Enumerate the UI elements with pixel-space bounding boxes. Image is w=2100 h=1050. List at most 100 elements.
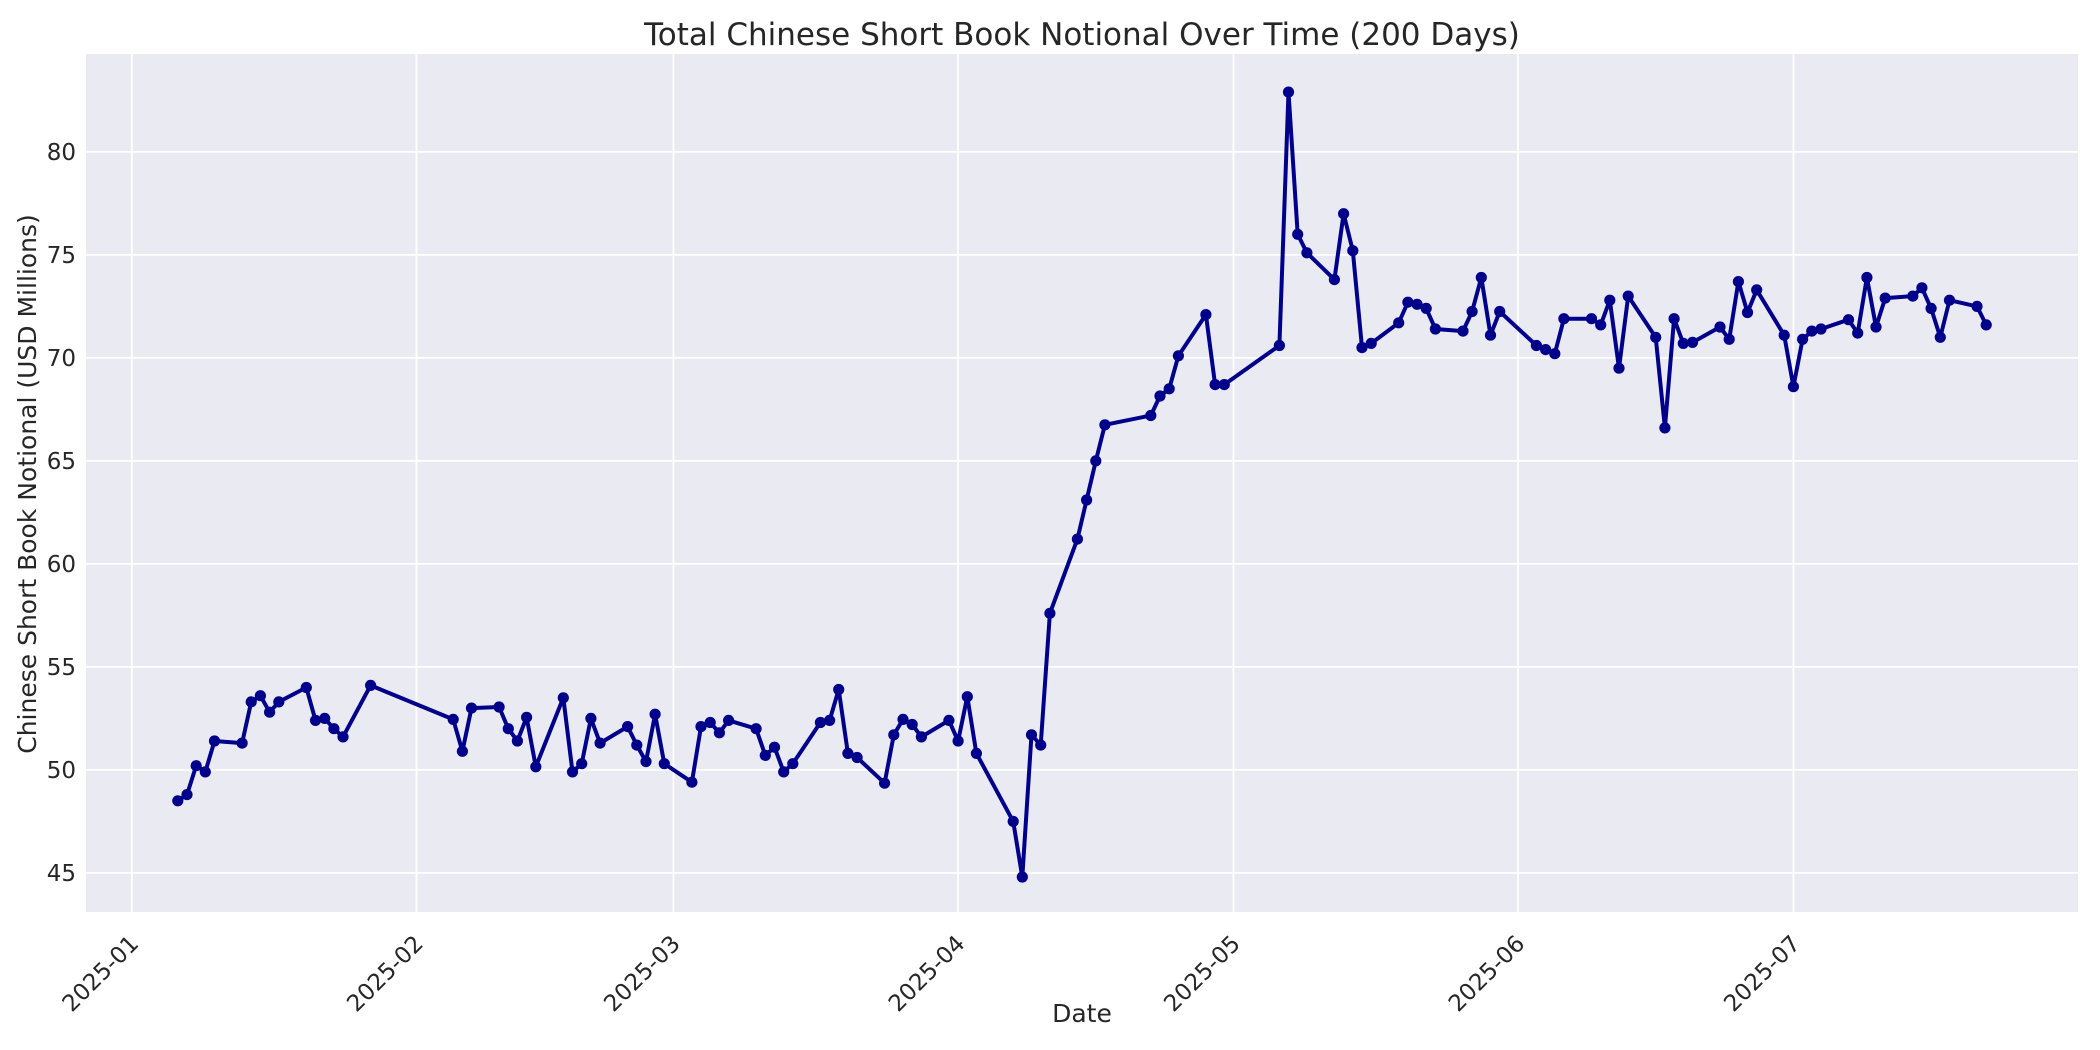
x-axis-tick-labels: 2025-01 2025-02 2025-03 2025-04 2025-05 2025-… [58, 931, 1806, 1017]
x-tick-label: 2025-02 [342, 931, 428, 1017]
data-point-marker [199, 766, 211, 778]
data-point-marker [1035, 739, 1047, 751]
data-point-marker [1356, 342, 1368, 354]
y-axis-tick-labels: 45 50 55 60 65 70 75 80 [47, 140, 76, 887]
data-point-marker [328, 723, 340, 735]
data-point-marker [511, 735, 523, 747]
x-tick-label: 2025-05 [1159, 931, 1245, 1017]
data-point-marker [1943, 294, 1956, 306]
data-point-marker [585, 712, 597, 725]
data-point-marker [1595, 319, 1607, 331]
data-point-marker [1852, 327, 1864, 339]
data-point-marker [1540, 344, 1552, 356]
data-point-marker [1301, 247, 1313, 259]
y-tick-label: 60 [47, 552, 76, 578]
chart-title: Total Chinese Short Book Notional Over T… [643, 17, 1520, 53]
data-point-marker [970, 747, 983, 760]
data-point-marker [704, 716, 716, 729]
data-point-marker [1659, 422, 1671, 434]
data-point-marker [1494, 305, 1506, 318]
data-point-marker [778, 766, 790, 778]
data-point-marker [1925, 302, 1937, 314]
data-point-marker [1604, 294, 1616, 306]
data-point-marker [337, 731, 349, 743]
data-point-marker [631, 739, 643, 751]
data-point-marker [1622, 290, 1634, 302]
gridlines [86, 54, 2078, 912]
data-point-marker [906, 718, 918, 731]
data-point-marker [208, 735, 221, 747]
data-point-marker [1081, 494, 1093, 506]
data-point-marker [1457, 325, 1469, 337]
data-point-marker [1585, 313, 1598, 325]
data-point-marker [1980, 319, 1992, 331]
data-point-marker [1172, 350, 1184, 362]
y-tick-label: 75 [47, 243, 76, 269]
data-point-marker [1879, 292, 1891, 304]
data-point-marker [649, 708, 661, 720]
data-point-marker [1071, 533, 1083, 545]
x-tick-label: 2025-04 [884, 931, 970, 1017]
plot-area [86, 54, 2078, 912]
data-point-marker [1723, 333, 1735, 345]
y-tick-label: 80 [47, 140, 76, 166]
data-point-marker [245, 696, 257, 708]
data-point-marker [566, 766, 579, 778]
data-point-marker [1778, 329, 1790, 341]
data-point-marker [1558, 313, 1570, 325]
data-point-marker [952, 735, 964, 747]
data-point-marker [1549, 348, 1561, 360]
y-axis-label: Chinese Short Book Notional (USD Million… [13, 214, 42, 754]
data-point-marker [622, 721, 634, 733]
data-point-marker [759, 749, 771, 762]
data-point-marker [1530, 339, 1542, 352]
data-point-marker [879, 777, 891, 789]
data-point-marker [1613, 362, 1625, 374]
data-point-marker [1273, 339, 1285, 352]
y-tick-label: 65 [47, 449, 76, 475]
data-point-marker [530, 761, 542, 773]
data-point-marker [300, 681, 312, 694]
x-tick-label: 2025-03 [599, 931, 685, 1017]
data-point-marker [658, 758, 670, 770]
data-point-marker [943, 714, 955, 727]
data-point-marker [1806, 325, 1818, 337]
data-point-marker [1420, 302, 1432, 314]
y-tick-label: 55 [47, 655, 76, 681]
x-tick-label: 2025-01 [58, 931, 144, 1017]
data-point-marker [1650, 331, 1662, 343]
data-point-marker [447, 713, 459, 726]
data-point-marker [1741, 306, 1754, 319]
data-point-marker [1668, 313, 1680, 325]
data-point-marker [1016, 871, 1028, 883]
data-point-marker [1971, 300, 1983, 312]
data-point-marker [181, 789, 193, 801]
data-point-marker [1797, 333, 1809, 345]
data-point-marker [1907, 290, 1919, 302]
data-point-marker [842, 747, 854, 760]
data-point-marker [1677, 337, 1689, 349]
data-point-marker [1154, 390, 1166, 402]
data-point-marker [1328, 274, 1340, 286]
data-point-marker [236, 737, 248, 749]
data-point-marker [824, 714, 836, 727]
data-point-marker [1145, 409, 1157, 422]
data-point-marker [787, 758, 799, 770]
data-point-marker [1393, 317, 1405, 329]
data-point-marker [888, 729, 900, 741]
data-point-marker [1209, 379, 1221, 391]
data-point-marker [1025, 729, 1038, 741]
data-point-marker [1934, 331, 1946, 343]
data-point-marker [833, 683, 845, 696]
y-tick-label: 70 [47, 346, 76, 372]
data-point-marker [768, 741, 781, 753]
data-point-marker [1466, 305, 1478, 318]
data-point-marker [1861, 271, 1873, 284]
data-point-marker [686, 776, 698, 788]
data-series [172, 86, 1992, 883]
data-point-marker [1475, 271, 1487, 284]
data-point-marker [1484, 329, 1497, 341]
data-point-marker [1842, 314, 1855, 326]
